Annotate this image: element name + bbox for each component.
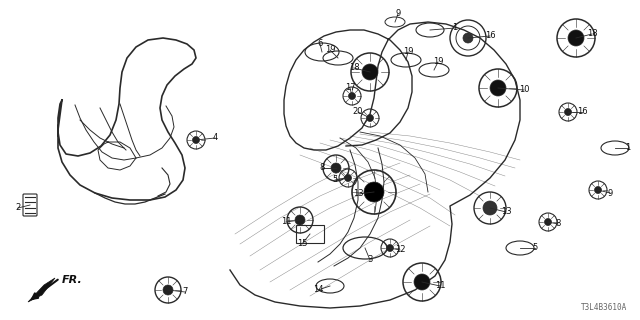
Circle shape [490,80,506,96]
Circle shape [568,30,584,46]
Circle shape [564,108,572,116]
Text: 7: 7 [182,287,188,297]
Circle shape [387,244,394,252]
Circle shape [463,33,473,43]
Text: 17: 17 [345,84,355,92]
Text: 3: 3 [367,255,372,265]
Text: 19: 19 [433,58,444,67]
Text: 13: 13 [353,189,364,198]
Circle shape [193,137,200,143]
Circle shape [362,64,378,80]
Text: 1: 1 [452,23,458,33]
Text: 11: 11 [281,218,291,227]
Circle shape [414,274,430,290]
Circle shape [295,215,305,225]
Text: 9: 9 [607,188,612,197]
Circle shape [331,163,341,173]
Circle shape [364,182,384,202]
Text: 10: 10 [519,85,529,94]
Text: 8: 8 [319,164,324,172]
Circle shape [595,187,602,194]
Text: 9: 9 [396,10,401,19]
Text: 6: 6 [317,39,323,49]
Circle shape [349,92,355,100]
Text: 4: 4 [212,133,218,142]
Text: 13: 13 [500,207,511,217]
Circle shape [344,174,351,181]
Text: 20: 20 [353,108,364,116]
Text: 5: 5 [532,244,538,252]
Text: 11: 11 [435,282,445,291]
Circle shape [163,285,173,295]
Text: 16: 16 [577,108,588,116]
Circle shape [545,219,552,226]
Polygon shape [28,278,55,302]
Text: 16: 16 [484,31,495,41]
Text: 5: 5 [332,175,338,185]
Text: 12: 12 [395,245,405,254]
Text: 15: 15 [297,239,307,249]
Text: 1: 1 [625,143,630,153]
Text: T3L4B3610A: T3L4B3610A [580,303,627,312]
Text: 19: 19 [403,47,413,57]
Text: 18: 18 [349,63,359,73]
Text: 14: 14 [313,285,323,294]
Text: 2: 2 [15,204,20,212]
Text: FR.: FR. [62,275,83,285]
Text: 19: 19 [324,45,335,54]
Circle shape [483,201,497,215]
Text: 8: 8 [556,220,561,228]
Text: 18: 18 [587,29,597,38]
Circle shape [367,115,374,122]
